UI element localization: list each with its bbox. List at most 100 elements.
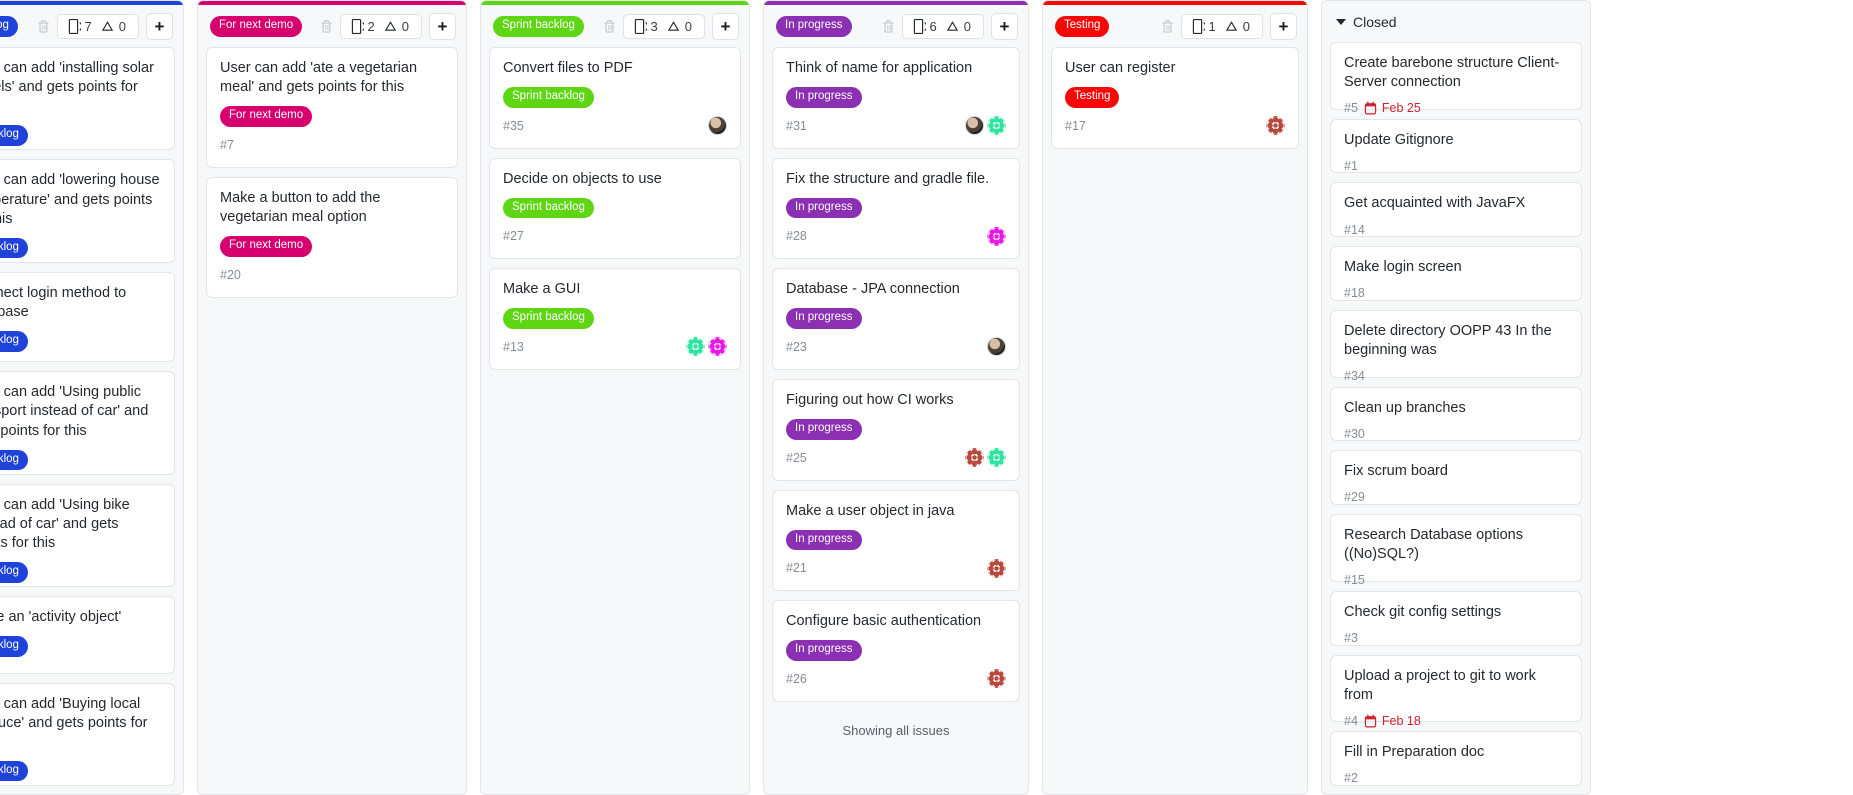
card-meta: #29 xyxy=(1344,487,1568,507)
card-avatars xyxy=(1266,116,1285,136)
card[interactable]: Get acquainted with JavaFX #14 xyxy=(1330,182,1582,238)
delete-column-button[interactable] xyxy=(37,19,50,34)
card[interactable]: Create barebone structure Client-Server … xyxy=(1330,42,1582,115)
card-status-badge[interactable]: In progress xyxy=(786,308,862,329)
card[interactable]: User can add 'Buying local produce' and … xyxy=(0,682,175,786)
card-status-badge[interactable]: Testing xyxy=(1065,87,1120,108)
card-title: Clean up branches xyxy=(1344,399,1466,416)
card[interactable]: User can add 'installing solar panels' a… xyxy=(0,47,175,151)
card[interactable]: Figuring out how CI works In progress #25 xyxy=(772,378,1020,481)
card[interactable]: Convert files to PDF Sprint backlog #35 xyxy=(489,47,741,149)
card[interactable]: User can add 'Using public transport ins… xyxy=(0,371,175,475)
card[interactable]: User can register Testing #17 xyxy=(1051,47,1299,149)
card-status-badge[interactable]: Backlog xyxy=(0,125,28,146)
column-collapse-toggle[interactable]: Closed xyxy=(1336,14,1397,30)
card-status-badge[interactable]: In progress xyxy=(786,529,862,551)
card[interactable]: User can add 'Using bike instead of car'… xyxy=(0,483,175,588)
card[interactable]: Database - JPA connection In progress #23 xyxy=(772,268,1020,370)
card[interactable]: Make login screen #18 xyxy=(1330,246,1582,301)
card[interactable]: Configure basic authentication In progres… xyxy=(772,600,1020,702)
card-status-badge[interactable]: Backlog xyxy=(0,331,28,352)
card-title: Make login screen xyxy=(1344,259,1462,276)
card-title: Configure basic authentication xyxy=(786,613,982,630)
card-status-badge[interactable]: Backlog xyxy=(0,562,28,583)
card[interactable]: Fix scrum board #29 xyxy=(1330,450,1582,507)
card-title: Connect login method to database xyxy=(0,284,127,321)
add-card-button[interactable]: + xyxy=(429,13,456,40)
delete-column-button[interactable] xyxy=(320,19,333,34)
card-number: #4 xyxy=(1344,713,1358,728)
column-status-badge[interactable]: Testing xyxy=(1055,16,1110,37)
card-meta: #26 xyxy=(786,669,1006,689)
card[interactable]: Decide on objects to use Sprint backlog #2… xyxy=(489,157,741,260)
card-number: #3 xyxy=(1344,630,1358,645)
card[interactable]: Make a user object in java In progress #21 xyxy=(772,489,1020,592)
avatar[interactable] xyxy=(965,116,984,136)
card-status-badge[interactable]: Backlog xyxy=(0,237,28,259)
card-number: #29 xyxy=(1344,490,1365,505)
card-status-badge[interactable]: In progress xyxy=(786,419,862,440)
avatar[interactable] xyxy=(987,558,1006,578)
card-status-badge[interactable]: In progress xyxy=(786,87,862,108)
card-title: Make a user object in java xyxy=(786,502,955,519)
avatar[interactable] xyxy=(987,226,1006,246)
avatar[interactable] xyxy=(987,337,1006,357)
column-status-badge[interactable]: Sprint backlog xyxy=(493,16,584,37)
avatar[interactable] xyxy=(1266,116,1285,136)
card[interactable]: Think of name for application In progress… xyxy=(772,47,1020,149)
card-title: Upload a project to git to work from xyxy=(1344,667,1536,703)
card[interactable]: Clean up branches #30 xyxy=(1330,386,1582,442)
add-card-button[interactable]: + xyxy=(712,13,739,40)
column-status-badge[interactable]: For next demo xyxy=(210,16,303,37)
avatar[interactable] xyxy=(987,669,1006,689)
delete-column-button[interactable] xyxy=(1161,19,1174,34)
card[interactable]: Make a button to add the vegetarian meal… xyxy=(206,176,458,298)
card[interactable]: Connect login method to databaseBacklog#… xyxy=(0,271,175,363)
card-status-badge[interactable]: In progress xyxy=(786,640,862,661)
avatar[interactable] xyxy=(708,116,727,136)
card-avatars xyxy=(965,116,1006,136)
card-number: #34 xyxy=(1344,369,1365,384)
card[interactable]: Upload a project to git to work from #4 Fe… xyxy=(1330,654,1582,728)
card[interactable]: Delete directory OOPP 43 In the beginnin… xyxy=(1330,309,1582,383)
card[interactable]: User can add 'ate a vegetarian meal' and… xyxy=(206,47,458,168)
avatar[interactable] xyxy=(987,116,1006,136)
card-status-badge[interactable]: Sprint backlog xyxy=(503,308,594,329)
avatar[interactable] xyxy=(987,448,1006,467)
card[interactable]: Update Gitignore #1 xyxy=(1330,118,1582,174)
card-meta: #12 xyxy=(0,665,161,685)
card-title: Make an 'activity object' xyxy=(0,609,122,626)
card-status-badge[interactable]: Backlog xyxy=(0,636,28,657)
column-status-badge[interactable]: In progress xyxy=(776,16,852,37)
add-card-button[interactable]: + xyxy=(991,13,1018,40)
card[interactable]: Research Database options ((No)SQL?) #15 xyxy=(1330,514,1582,587)
avatar[interactable] xyxy=(965,448,984,467)
issue-icon xyxy=(634,19,647,34)
delete-column-button[interactable] xyxy=(882,19,895,34)
card[interactable]: Make an 'activity object'Backlog#12 xyxy=(0,596,175,674)
trash-icon xyxy=(37,20,49,33)
card[interactable]: User can add 'lowering house temperature… xyxy=(0,159,175,263)
card-status-badge[interactable]: Sprint backlog xyxy=(503,197,594,219)
add-card-button[interactable]: + xyxy=(146,13,173,40)
delete-column-button[interactable] xyxy=(603,19,616,34)
column-status-badge[interactable]: Backlog xyxy=(0,16,18,37)
card-status-badge[interactable]: Backlog xyxy=(0,449,28,471)
card[interactable]: Fix the structure and gradle file. In pro… xyxy=(772,157,1020,260)
card-meta: #15 xyxy=(1344,570,1568,590)
card-status-badge[interactable]: In progress xyxy=(786,197,862,219)
card[interactable]: Fill in Preparation doc #2 xyxy=(1330,731,1582,786)
card-status-badge[interactable]: Backlog xyxy=(0,760,28,782)
issue-count: 7 xyxy=(84,19,92,34)
card[interactable]: Check git config settings #3 xyxy=(1330,590,1582,646)
avatar[interactable] xyxy=(708,337,727,357)
card-title: User can add 'Using public transport ins… xyxy=(0,384,149,439)
card-status-badge[interactable]: For next demo xyxy=(220,106,313,127)
card[interactable]: Make a GUI Sprint backlog #13 xyxy=(489,268,741,370)
card-meta: #7 xyxy=(220,135,444,155)
avatar[interactable] xyxy=(686,337,705,357)
add-card-button[interactable]: + xyxy=(1270,13,1297,40)
card-status-badge[interactable]: For next demo xyxy=(220,236,313,257)
card-status-badge[interactable]: Sprint backlog xyxy=(503,87,594,108)
